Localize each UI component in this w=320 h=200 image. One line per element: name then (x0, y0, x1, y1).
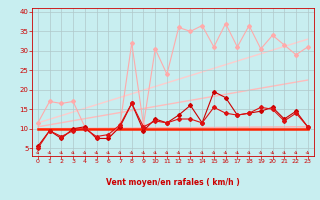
X-axis label: Vent moyen/en rafales ( km/h ): Vent moyen/en rafales ( km/h ) (106, 178, 240, 187)
